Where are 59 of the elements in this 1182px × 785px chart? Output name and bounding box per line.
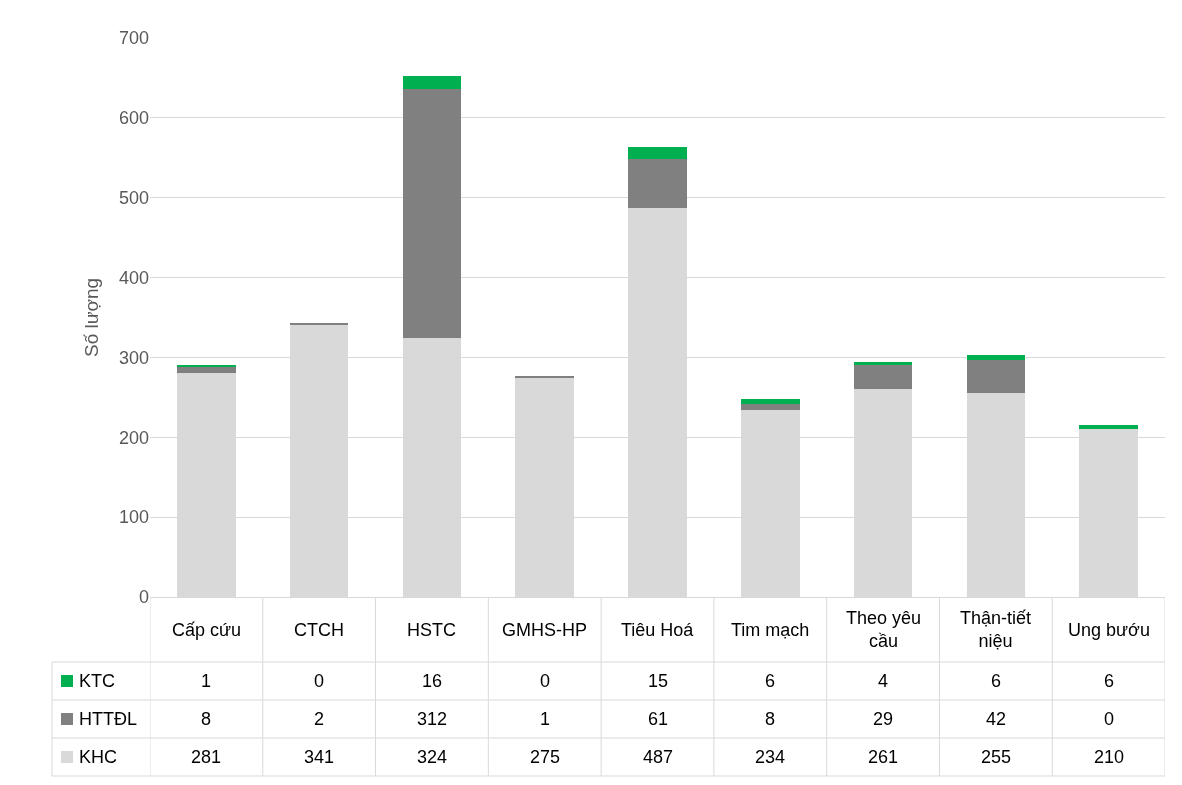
data-label: 281 <box>191 747 222 767</box>
data-label: 4 <box>878 671 889 691</box>
x-tick-label: GMHS-HP <box>502 620 587 640</box>
bar <box>966 355 1026 360</box>
bar <box>628 159 687 209</box>
data-label: 312 <box>417 709 448 729</box>
bar <box>628 147 687 160</box>
bar <box>740 398 800 404</box>
data-label: 487 <box>643 747 674 767</box>
data-label: 0 <box>1104 709 1115 729</box>
y-tick-label: 600 <box>118 108 149 129</box>
data-label: 261 <box>868 747 899 767</box>
bar <box>402 76 462 90</box>
data-label: 6 <box>991 671 1002 691</box>
data-label: 341 <box>304 747 335 767</box>
data-label: 0 <box>314 671 325 691</box>
data-label: 15 <box>648 671 669 691</box>
data-label: 42 <box>986 709 1007 729</box>
y-tick-label: 700 <box>118 28 149 49</box>
data-label: 1 <box>540 709 551 729</box>
data-label: 8 <box>765 709 776 729</box>
data-label: 29 <box>873 709 894 729</box>
data-label: 61 <box>648 709 669 729</box>
y-tick-label: 400 <box>118 267 149 288</box>
x-tick-label: Tiêu Hoá <box>621 620 695 640</box>
x-tick-label: Theo yêu cầu <box>846 608 922 652</box>
legend-label: KHC <box>79 747 118 767</box>
bar <box>402 89 462 339</box>
y-tick-label: 0 <box>138 587 149 608</box>
bar <box>853 365 913 389</box>
bar <box>740 403 800 411</box>
data-label: 8 <box>201 709 212 729</box>
data-label: 255 <box>981 747 1012 767</box>
y-tick-label: 500 <box>118 188 149 209</box>
data-label: 1 <box>201 671 212 691</box>
x-tick-label: HSTC <box>407 620 456 640</box>
x-tick-label: Cấp cứu <box>172 620 242 640</box>
x-tick-label: Ung bướu <box>1068 620 1150 640</box>
data-label: 0 <box>540 671 551 691</box>
data-label: 210 <box>1094 747 1125 767</box>
data-label: 6 <box>1104 671 1115 691</box>
data-label: 2 <box>314 709 325 729</box>
data-label: 324 <box>417 747 448 767</box>
y-tick-label: 200 <box>118 427 149 448</box>
x-tick-label: Thận-tiết niệu <box>960 608 1032 652</box>
data-label: 6 <box>765 671 776 691</box>
x-tick-label: CTCH <box>294 620 344 640</box>
legend-label: KTC <box>79 671 115 691</box>
bar <box>966 359 1026 394</box>
bar <box>853 362 913 366</box>
y-axis-title: Số lượng <box>80 277 102 358</box>
bar <box>177 366 236 373</box>
x-tick-label: Tim mạch <box>731 620 810 640</box>
y-tick-label: 100 <box>118 507 149 528</box>
y-tick-label: 300 <box>118 347 149 368</box>
data-label: 275 <box>530 747 561 767</box>
data-label: 234 <box>755 747 786 767</box>
legend-label: HTTĐL <box>79 709 137 729</box>
data-label: 16 <box>422 671 443 691</box>
